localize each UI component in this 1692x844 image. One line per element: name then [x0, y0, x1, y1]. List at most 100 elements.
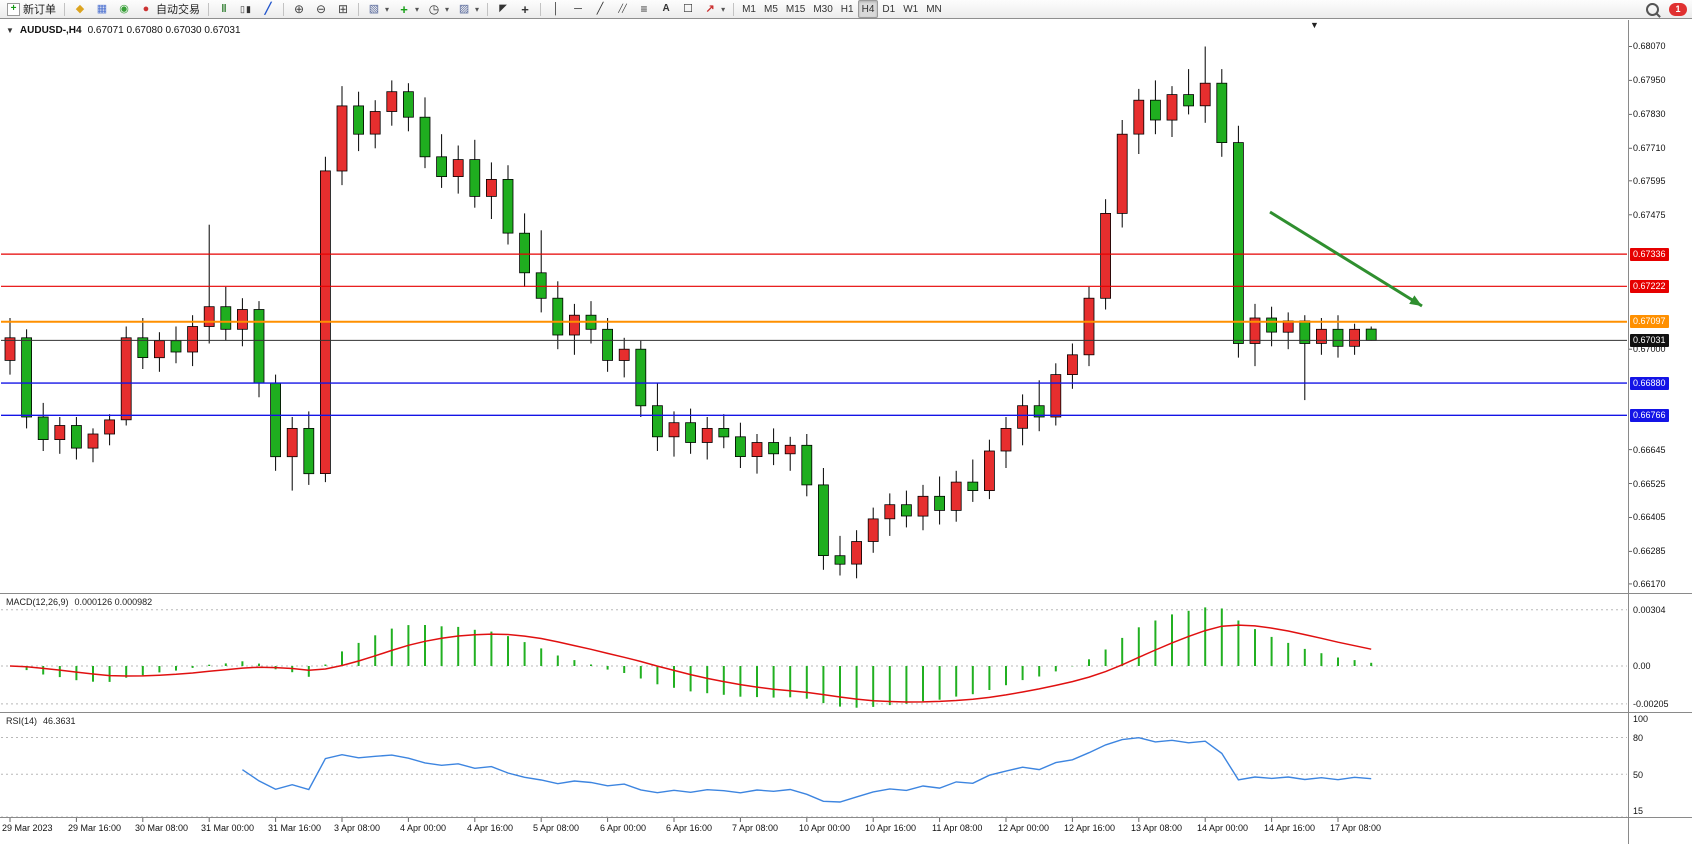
candlestick-button[interactable] [235, 0, 257, 18]
trendline-button[interactable] [589, 0, 611, 18]
caret-down-icon: ▾ [445, 4, 450, 14]
new-order-icon [7, 2, 20, 16]
chart-canvas[interactable] [0, 20, 1692, 844]
new-chart-button[interactable]: ▾ [363, 0, 393, 18]
toolbar-right: 1 [1642, 0, 1689, 18]
zoom-out-button[interactable] [310, 0, 332, 18]
timeframe-label: M1 [742, 3, 756, 15]
candlestick-icon [239, 2, 253, 16]
price-tick-label: 0.66285 [1633, 546, 1666, 556]
crosshair-button[interactable] [514, 0, 536, 18]
time-tick-label: 7 Apr 08:00 [732, 823, 779, 833]
rsi-panel-splitter[interactable] [0, 712, 1692, 713]
time-tick-label: 11 Apr 08:00 [932, 823, 983, 833]
candlestick-series [4, 46, 1377, 579]
notification-badge[interactable]: 1 [1669, 2, 1687, 16]
rsi-axis-label: 15 [1633, 806, 1644, 816]
timeframe-label: H4 [861, 3, 875, 15]
trend-arrow-head [1409, 295, 1422, 306]
cursor-button[interactable] [492, 0, 514, 18]
timeframe-button-M5[interactable]: M5 [760, 0, 782, 18]
autotrading-button-label: 自动交易 [156, 4, 200, 16]
macd-label: MACD(12,26,9) 0.000126 0.000982 [6, 597, 152, 607]
new-chart-icon [367, 2, 381, 16]
arrows-button[interactable]: ▾ [699, 0, 729, 18]
new-order-button[interactable]: 新订单 [3, 0, 60, 18]
time-tick-label: 14 Apr 00:00 [1197, 823, 1249, 833]
price-line-badge: 0.66766 [1630, 409, 1669, 422]
price-tick-label: 0.67830 [1633, 109, 1666, 119]
chart-shift-marker[interactable]: ▼ [1310, 20, 1319, 30]
timeframe-button-H4[interactable]: H4 [857, 0, 879, 18]
caret-down-icon: ▾ [721, 4, 726, 14]
one-click-trading-icon[interactable]: ▼ [6, 26, 14, 35]
text-button[interactable] [655, 0, 677, 18]
indicators-button[interactable]: ▾ [393, 0, 423, 18]
timeframe-button-MN[interactable]: MN [922, 0, 946, 18]
macd-panel-splitter[interactable] [0, 593, 1692, 594]
data-window-button[interactable] [91, 0, 113, 18]
search-button[interactable] [1642, 0, 1663, 18]
timeframe-button-M1[interactable]: M1 [738, 0, 760, 18]
zoom-in-button[interactable] [288, 0, 310, 18]
rsi-line [242, 736, 1372, 803]
time-axis-divider [0, 817, 1692, 818]
toolbar-separator [64, 2, 65, 16]
price-line-badge: 0.66880 [1630, 377, 1669, 390]
autotrading-button[interactable]: 自动交易 [135, 0, 204, 18]
price-tick-label: 0.67000 [1633, 344, 1666, 354]
timeframe-label: W1 [903, 3, 919, 15]
horizontal-line-button[interactable] [567, 0, 589, 18]
toolbar-buttons: 新订单 自动交易 ▾ ▾ ▾ ▾ ▾ M1 M5 M15 M30 H1 H4 D1 W1 MN [3, 0, 946, 18]
navigator-button[interactable] [113, 0, 135, 18]
caret-down-icon: ▾ [475, 4, 480, 14]
bar-chart-button[interactable] [213, 0, 235, 18]
time-tick-label: 13 Apr 08:00 [1131, 823, 1183, 833]
channel-button[interactable] [611, 0, 633, 18]
chart-title: ▼ AUDUSD-,H4 0.67071 0.67080 0.67030 0.6… [6, 25, 241, 36]
market-watch-button[interactable] [69, 0, 91, 18]
horizontal-line-icon [571, 2, 585, 16]
time-tick-label: 14 Apr 16:00 [1264, 823, 1316, 833]
price-line-badge: 0.67336 [1630, 248, 1669, 261]
price-tick-label: 0.67475 [1633, 210, 1666, 220]
tile-windows-button[interactable] [332, 0, 354, 18]
time-tick-label: 30 Mar 08:00 [135, 823, 189, 833]
time-tick-label: 29 Mar 16:00 [68, 823, 122, 833]
text-icon [659, 2, 673, 16]
time-tick-label: 6 Apr 16:00 [666, 823, 713, 833]
templates-button[interactable]: ▾ [453, 0, 483, 18]
new-order-button-label: 新订单 [23, 4, 56, 16]
line-chart-button[interactable] [257, 0, 279, 18]
timeframe-button-H1[interactable]: H1 [837, 0, 858, 18]
bar-chart-icon [217, 2, 231, 16]
channel-icon [615, 2, 629, 16]
macd-axis-label: 0.00 [1633, 661, 1651, 671]
timeframe-label: M30 [813, 3, 833, 15]
price-tick-label: 0.66525 [1633, 479, 1666, 489]
timeframe-button-M15[interactable]: M15 [782, 0, 809, 18]
macd-axis-label: 0.00304 [1633, 605, 1666, 615]
timeframe-button-M30[interactable]: M30 [809, 0, 836, 18]
timeframe-label: H1 [840, 3, 854, 15]
toolbar-separator [358, 2, 359, 16]
periods-button[interactable]: ▾ [423, 0, 453, 18]
timeframe-button-W1[interactable]: W1 [899, 0, 922, 18]
chart-window[interactable] [0, 20, 1692, 844]
time-tick-label: 12 Apr 16:00 [1064, 823, 1116, 833]
timeframe-button-D1[interactable]: D1 [878, 0, 899, 18]
ohlc-values: 0.67071 0.67080 0.67030 0.67031 [87, 25, 241, 36]
indicators-icon [397, 2, 411, 16]
trendline-icon [593, 2, 607, 16]
fibonacci-button[interactable] [633, 0, 655, 18]
trend-arrow-object[interactable] [1269, 210, 1423, 308]
cursor-icon [496, 2, 510, 16]
time-tick-label: 12 Apr 00:00 [998, 823, 1050, 833]
rsi-label: RSI(14) 46.3631 [6, 716, 76, 726]
time-tick-label: 4 Apr 16:00 [467, 823, 514, 833]
time-tick-label: 17 Apr 08:00 [1330, 823, 1382, 833]
price-tick-label: 0.68070 [1633, 41, 1666, 51]
label-button[interactable] [677, 0, 699, 18]
vertical-line-button[interactable] [545, 0, 567, 18]
time-tick-label: 31 Mar 00:00 [201, 823, 255, 833]
